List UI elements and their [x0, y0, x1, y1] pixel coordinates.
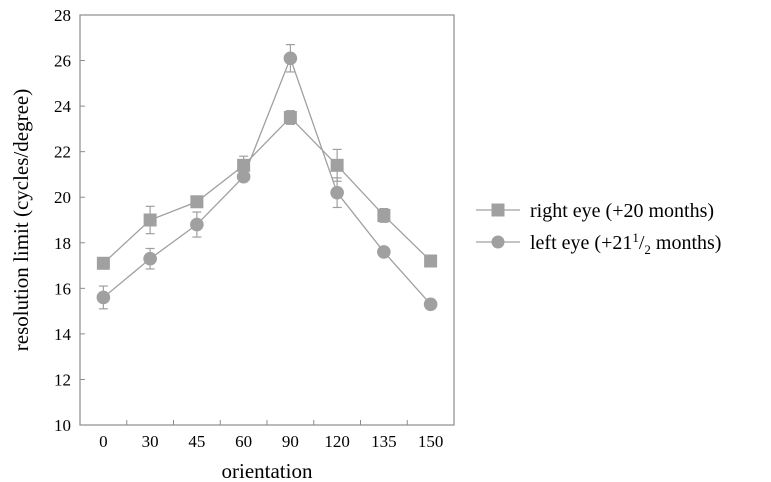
y-axis-label: resolution limit (cycles/degree) — [9, 89, 33, 351]
legend-item-right-eye: right eye (+20 months) — [476, 200, 714, 222]
legend-label-left-eye-sub: 2 — [644, 242, 651, 257]
x-tick-label-135: 135 — [371, 432, 397, 451]
x-axis-label: orientation — [222, 459, 313, 482]
point-circle-left-eye-6 — [377, 245, 391, 259]
point-circle-left-eye-7 — [423, 297, 438, 312]
point-circle-left-eye-0 — [96, 290, 111, 305]
point-circle-left-eye-4 — [283, 51, 298, 66]
y-tick-label-16: 16 — [54, 279, 71, 298]
x-tick-label-150: 150 — [418, 432, 444, 451]
legend-label-left-eye: left eye (+211/2 months) — [530, 230, 721, 257]
point-circle-left-eye-3 — [236, 169, 251, 184]
legend-label-left-eye-suffix: months) — [651, 232, 722, 254]
point-square-right-eye-1 — [143, 213, 157, 227]
x-tick-label-90: 90 — [282, 432, 299, 451]
plot-frame — [79, 14, 455, 426]
point-square-right-eye-6 — [377, 208, 391, 222]
x-tick-label-30: 30 — [142, 432, 159, 451]
legend-label-left-eye-prefix: left eye (+21 — [530, 232, 632, 254]
x-tick-label-0: 0 — [99, 432, 108, 451]
point-square-right-eye-0 — [96, 256, 110, 270]
legend: right eye (+20 months) left eye (+211/2 … — [476, 200, 721, 257]
y-tick-label-26: 26 — [54, 52, 71, 71]
y-tick-label-20: 20 — [54, 188, 71, 207]
y-tick-label-28: 28 — [54, 6, 71, 25]
point-circle-left-eye-1 — [143, 251, 157, 266]
y-tick-label-24: 24 — [54, 97, 72, 116]
point-square-right-eye-5 — [330, 158, 344, 172]
series-line-right-eye — [102, 116, 432, 264]
y-tick-label-18: 18 — [54, 234, 71, 253]
y-tick-label-12: 12 — [54, 370, 71, 389]
y-tick-label-10: 10 — [54, 416, 71, 435]
point-circle-left-eye-5 — [330, 185, 344, 200]
y-tick-label-14: 14 — [54, 325, 72, 344]
x-tick-label-60: 60 — [235, 432, 252, 451]
legend-label-right-eye: right eye (+20 months) — [530, 200, 714, 222]
x-tick-label-120: 120 — [324, 432, 350, 451]
legend-label-left-eye-slash: / — [639, 232, 645, 254]
legend-square-marker — [491, 203, 505, 217]
point-circle-left-eye-2 — [190, 217, 204, 232]
point-square-right-eye-7 — [424, 254, 438, 268]
point-square-right-eye-4 — [283, 111, 297, 124]
x-tick-label-45: 45 — [188, 432, 205, 451]
legend-item-left-eye: left eye (+211/2 months) — [476, 230, 721, 257]
legend-label-left-eye-sup: 1 — [632, 230, 639, 245]
series-line-left-eye — [102, 56, 432, 305]
legend-circle-marker — [491, 235, 505, 249]
y-tick-label-22: 22 — [54, 143, 71, 162]
point-square-right-eye-2 — [190, 195, 204, 209]
